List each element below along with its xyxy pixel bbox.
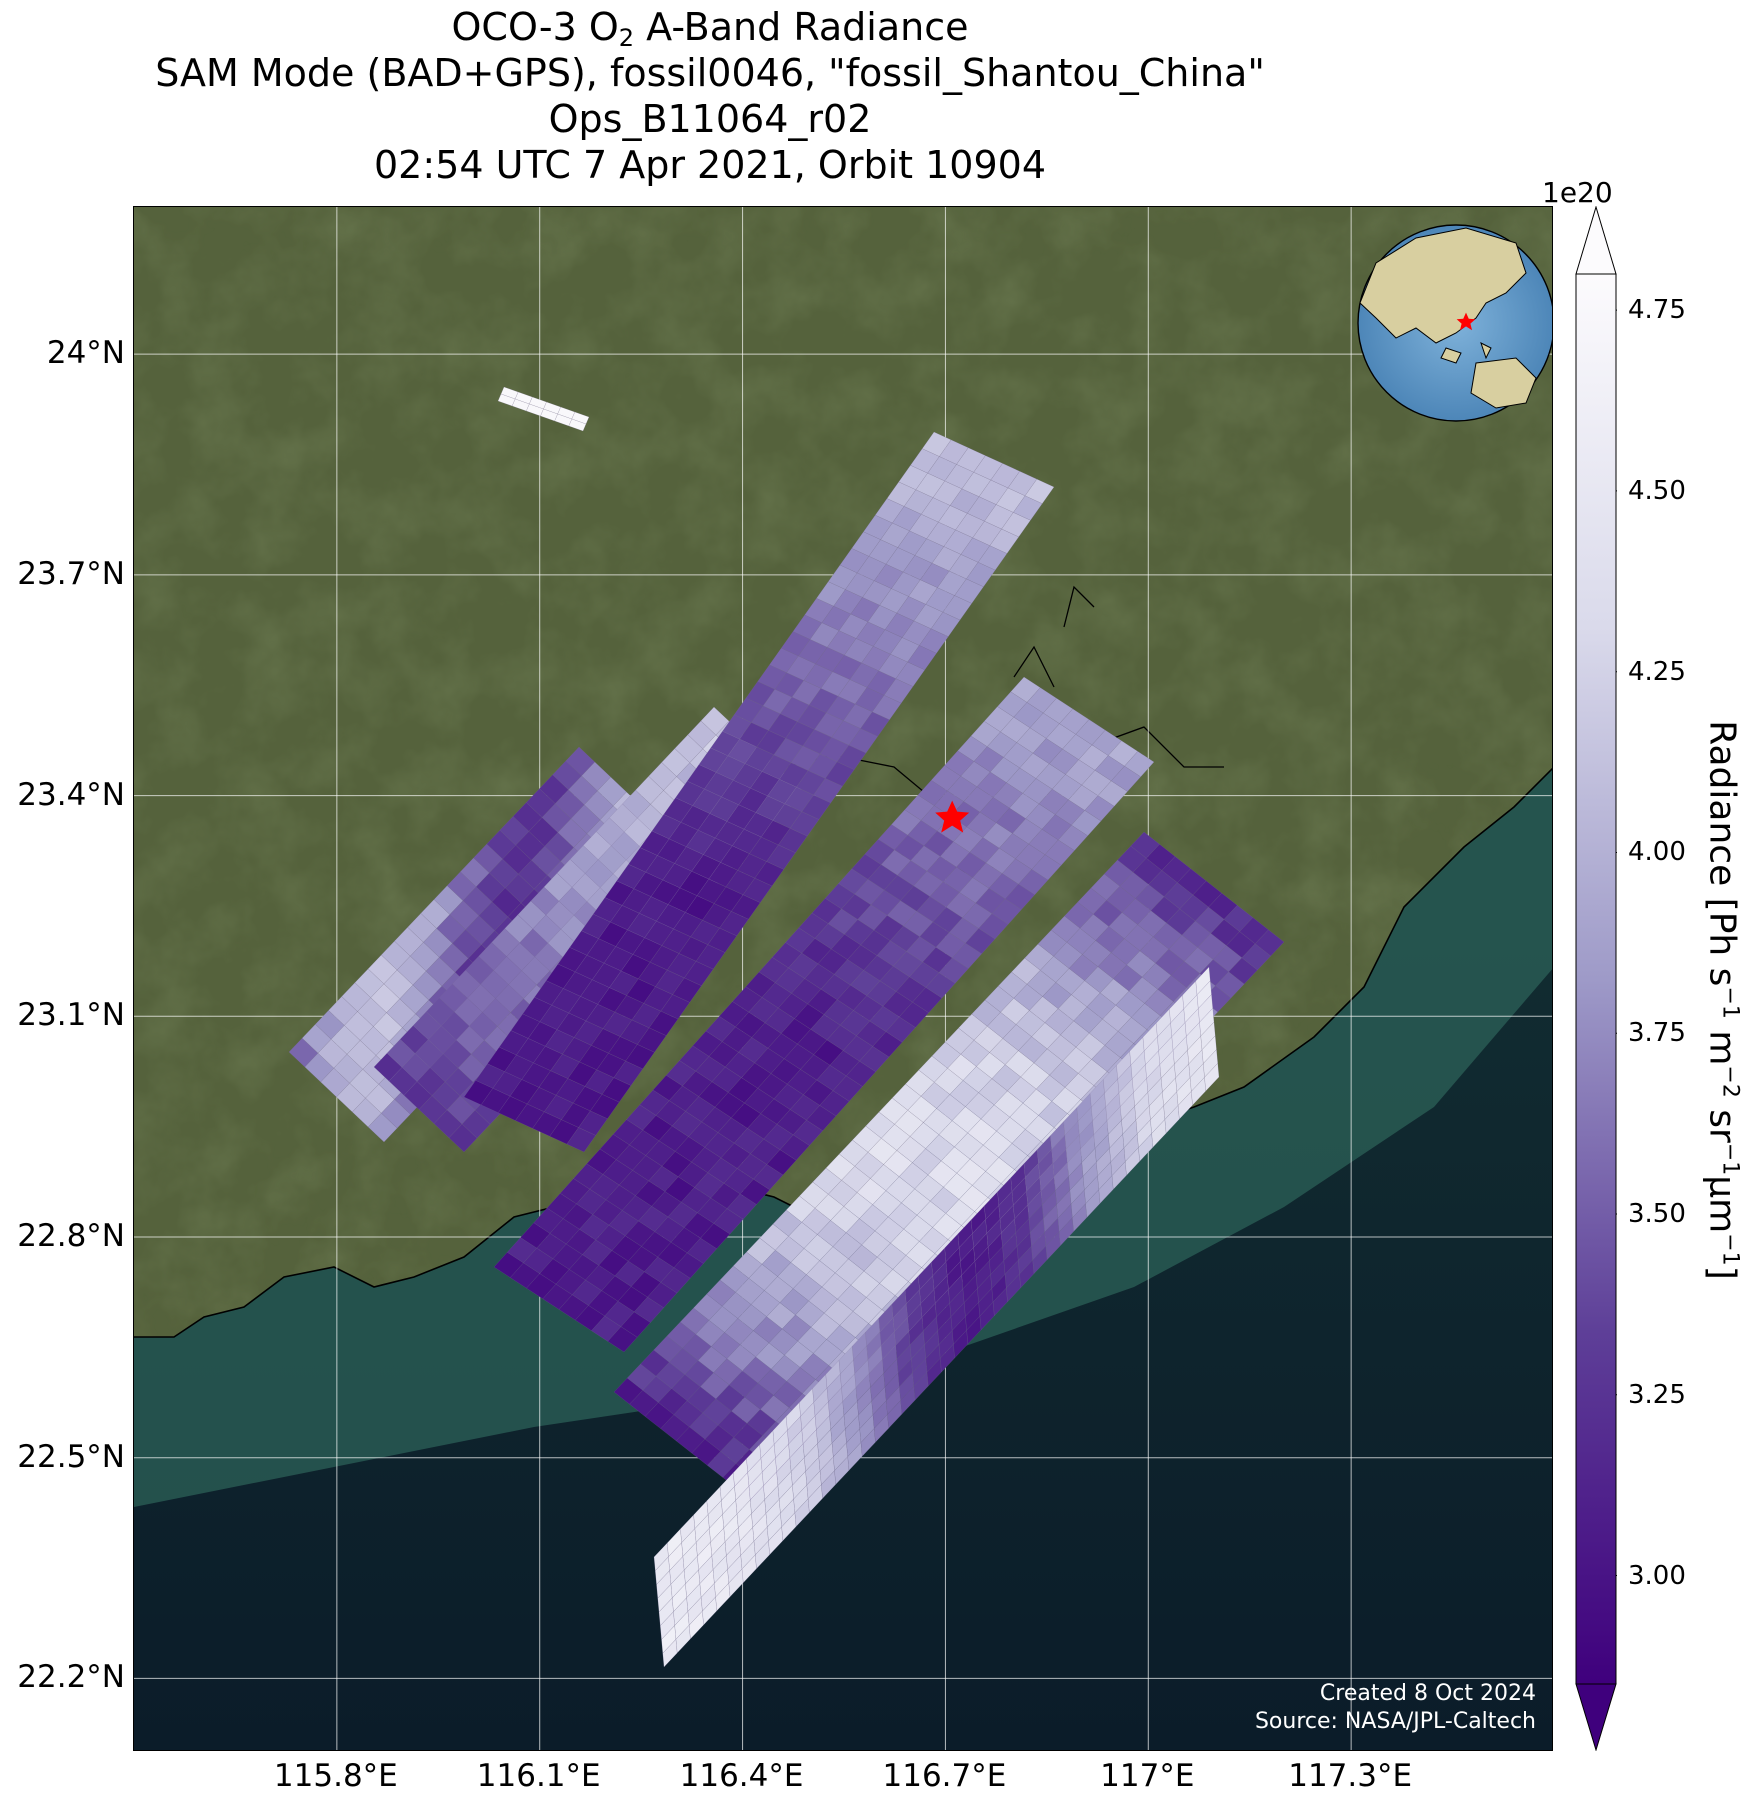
credit-source: Source: NASA/JPL-Caltech [1254, 1709, 1536, 1734]
lon-tick-label: 116.4°E [679, 1758, 804, 1794]
colorbar-tick-marks [1616, 309, 1617, 1577]
colorbar-tick-label: 3.50 [1628, 1199, 1686, 1229]
sounding-footprint [1204, 1062, 1220, 1092]
swath-strip [463, 431, 1055, 1153]
lat-tick-label: 23.7°N [17, 555, 125, 592]
lat-tick-label: 23.4°N [17, 776, 125, 813]
swath-strip [497, 386, 590, 432]
colorbar-label: Radiance [Ph s−1 m−2 sr−1μm−1] [1701, 720, 1743, 1280]
colorbar-tick-label: 3.00 [1628, 1560, 1686, 1591]
colorbar-tick-label: 3.75 [1628, 1018, 1686, 1049]
sounding-footprint [1124, 751, 1155, 778]
map-panel[interactable]: Created 8 Oct 2024 Source: NASA/JPL-Calt… [133, 206, 1553, 1751]
credit-created: Created 8 Oct 2024 [1319, 1681, 1536, 1706]
colorbar-tick-label: 4.50 [1628, 475, 1686, 506]
globe-location-star [1456, 312, 1476, 331]
lon-tick-label: 116.7°E [882, 1758, 1007, 1794]
lon-tick-label: 116.1°E [476, 1758, 601, 1794]
radiance-swaths [288, 386, 1285, 1668]
globe-continent-asia [1359, 227, 1527, 344]
colorbar-extend-top [1575, 206, 1617, 275]
lon-tick-label: 115.8°E [273, 1758, 398, 1794]
colorbar-tick-label: 3.25 [1628, 1379, 1686, 1410]
swath-strip [613, 831, 1285, 1503]
lon-tick-label: 117°E [1100, 1758, 1195, 1794]
lat-tick-label: 23.1°N [17, 997, 125, 1034]
sounding-footprint [1024, 478, 1055, 504]
swath-strip [493, 676, 1155, 1353]
map-canvas [134, 207, 1552, 1750]
lat-tick-label: 24°N [46, 335, 125, 372]
colorbar-tick-label: 4.25 [1628, 656, 1686, 687]
colorbar-tick-label: 4.00 [1628, 837, 1686, 868]
lat-tick-label: 22.2°N [17, 1659, 125, 1696]
colorbar-gradient [1575, 273, 1617, 1685]
map-title-line4: 02:54 UTC 7 Apr 2021, Orbit 10904 [373, 143, 1046, 187]
map-title-line2: SAM Mode (BAD+GPS), fossil0046, "fossil_… [155, 51, 1265, 95]
colorbar [1575, 206, 1617, 1751]
colorbar-extend-bottom [1575, 1683, 1617, 1751]
map-title-line1: OCO-3 O2 A-Band Radiance [451, 5, 969, 52]
colorbar-exponent: 1e20 [1542, 176, 1613, 209]
colorbar-tick-label: 4.75 [1628, 295, 1686, 326]
lat-tick-label: 22.8°N [17, 1218, 125, 1254]
map-title-line3: Ops_B11064_r02 [548, 97, 872, 141]
lat-tick-label: 22.5°N [17, 1438, 125, 1475]
coastal-water [134, 769, 1552, 1507]
lon-tick-label: 117.3°E [1288, 1758, 1413, 1794]
globe-inset [1357, 224, 1552, 422]
swath-strip [653, 966, 1220, 1668]
sounding-footprint [1254, 929, 1285, 957]
sounding-footprint [568, 418, 587, 432]
globe-continent-australia [1470, 357, 1537, 409]
globe-islands [1440, 342, 1492, 364]
target-star-marker[interactable] [935, 800, 970, 833]
